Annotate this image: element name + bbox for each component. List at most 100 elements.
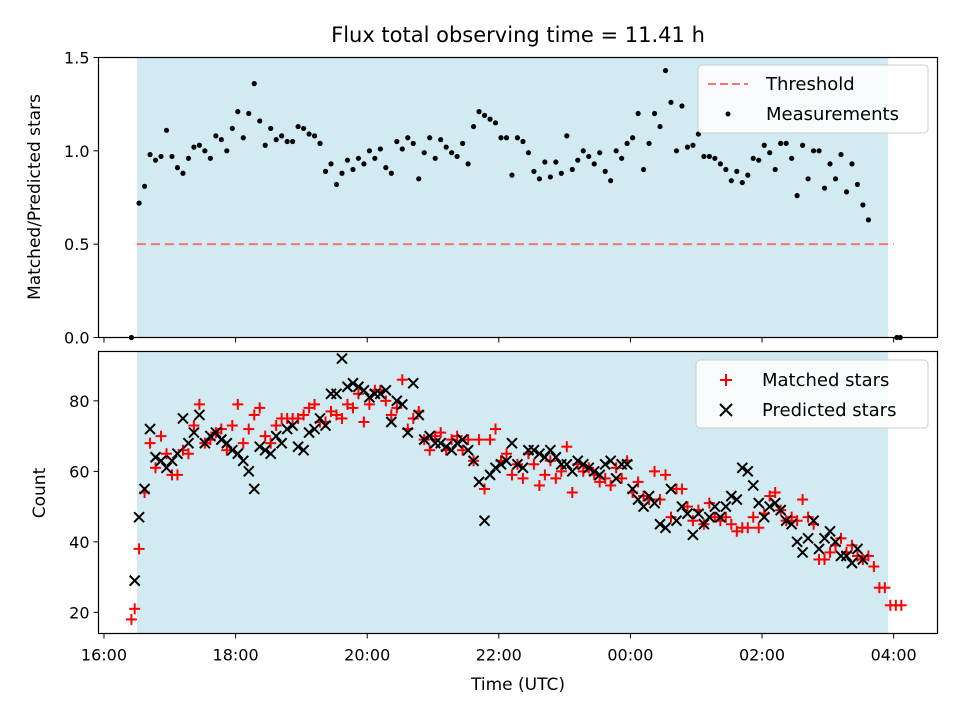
predicted-star-point [308,423,321,435]
predicted-star-point [566,465,578,478]
matched-star-point [385,409,397,421]
measurement-point [427,135,433,141]
measurement-point [580,148,586,154]
measurement-point [257,118,263,124]
measurement-point [717,161,723,167]
measurement-point [328,161,334,167]
measurement-point [284,138,290,145]
measurement-point [591,161,597,167]
measurement-point [651,110,658,117]
measurement-point [514,135,521,141]
matched-star-point [561,441,573,453]
predicted-star-point [742,465,754,478]
predicted-star-point [204,430,217,442]
matched-star-point [358,416,370,428]
measurement-point [235,109,241,115]
matched-star-point [742,522,754,534]
matched-star-point [171,469,183,481]
predicted-star-point [303,426,315,439]
predicted-star-point [731,493,743,506]
matched-star-point [155,430,167,442]
predicted-star-point [637,500,650,513]
measurement-point [805,176,811,182]
predicted-star-point [780,514,792,527]
measurement-point [218,137,224,143]
predicted-star-point [599,458,611,471]
matched-star-point [660,469,672,481]
predicted-star-point [434,437,447,449]
matched-star-point [528,458,540,470]
predicted-star-point [484,469,496,481]
predicted-star-point [517,462,529,474]
predicted-star-point [380,384,392,396]
predicted-star-point [846,557,858,569]
predicted-star-point [506,437,518,449]
x-tick-label: 04:00 [871,646,917,665]
predicted-star-point [352,381,365,393]
matched-star-point [265,437,277,449]
predicted-star-point [226,444,239,456]
measurement-point [317,140,323,146]
matched-star-point [221,444,233,456]
matched-star-point [725,518,737,530]
bottom-y-axis-label: Count [30,467,50,518]
matched-star-point [819,553,831,565]
measurement-point [821,185,828,191]
predicted-star-point [665,483,677,495]
measurement-point [350,166,356,173]
measurement-point [800,142,806,148]
matched-star-point [868,561,880,573]
measurement-point [789,155,795,161]
measurement-point [224,148,230,154]
measurement-point [174,165,181,171]
predicted-star-point [840,550,853,562]
matched-star-point [550,472,562,484]
predicted-star-point [769,497,781,509]
predicted-star-point [604,455,617,467]
measurement-point [240,135,246,141]
predicted-star-point [297,444,310,456]
measurement-point [865,217,872,223]
matched-star-point [753,522,765,534]
predicted-star-point [292,440,304,453]
measurement-point [668,99,674,105]
matched-star-point [665,511,677,523]
predicted-star-point [511,458,524,471]
matched-star-point [237,437,249,449]
predicted-star-point [424,430,436,442]
measurement-point [279,133,285,139]
matched-star-point [243,423,255,435]
chart-title: Flux total observing time = 11.41 h [331,23,705,47]
legend-matched-swatch [720,374,732,386]
matched-star-point [125,613,137,625]
measurement-point [558,170,564,176]
predicted-star-point [456,433,469,446]
matched-star-point [835,532,847,544]
measurement-point [520,138,526,145]
measurement-point [169,153,175,160]
predicted-star-point [824,525,836,537]
predicted-star-point [155,455,167,467]
predicted-star-point [254,440,266,453]
predicted-star-point [445,444,458,456]
predicted-star-point [763,500,776,513]
measurement-point [339,170,345,176]
predicted-star-point [281,423,293,435]
predicted-star-point [402,426,414,439]
measurement-point [163,127,170,133]
measurement-point [547,174,553,180]
predicted-star-point [648,497,661,509]
measurement-point [673,148,680,154]
predicted-star-point [818,532,831,545]
predicted-star-point [374,388,387,400]
matched-star-point [895,599,907,611]
predicted-star-point [199,437,211,449]
predicted-star-point [188,426,200,439]
matched-star-point [248,409,260,421]
predicted-star-point [495,458,507,471]
matched-star-point [802,511,814,523]
measurement-point [322,168,329,174]
measurement-point [273,137,279,143]
matched-star-point [720,511,732,523]
measurement-point [684,144,691,150]
